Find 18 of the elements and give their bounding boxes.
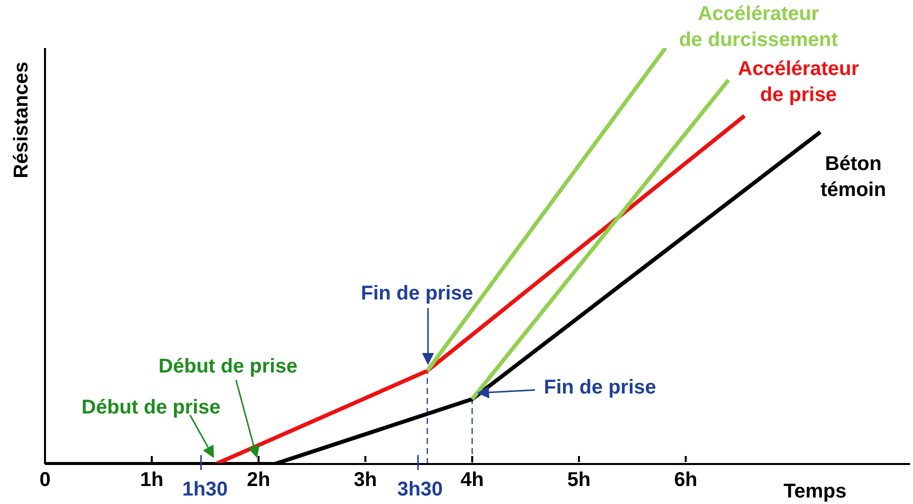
series-label: Béton témoin [820, 153, 886, 202]
text: 1h30 [182, 478, 228, 500]
y-axis-title: Résistances [10, 62, 32, 178]
x-tick-label: 2h [246, 469, 270, 492]
x-tick-label: 4h [460, 469, 484, 492]
x-tick-label: 5h [567, 469, 591, 492]
series-label: Accélérateur de durcissement [678, 3, 838, 51]
x-tick-label: 3h [354, 469, 378, 492]
x-axis-title: Temps [784, 480, 846, 502]
series-label: Accélérateur de prise [738, 58, 860, 106]
annotation: Début de prise [82, 396, 220, 418]
x-tick-label: 6h [674, 469, 698, 492]
x-tick-label: 0 [39, 469, 51, 492]
annotation: Début de prise [158, 355, 298, 378]
text: 3h30 [397, 478, 443, 500]
annotation: Fin de prise [360, 282, 474, 304]
x-tick-label: 1h [140, 469, 164, 492]
annotation: Fin de prise [544, 376, 656, 398]
